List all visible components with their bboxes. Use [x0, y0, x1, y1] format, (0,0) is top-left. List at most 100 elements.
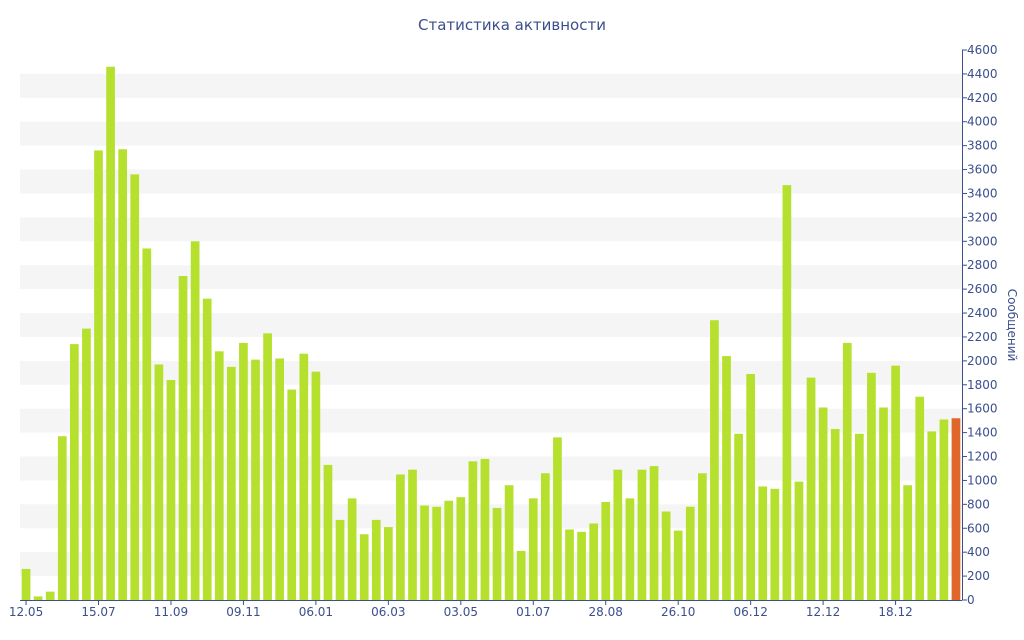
bar[interactable] [323, 464, 333, 600]
bar[interactable] [637, 469, 647, 600]
bar[interactable] [408, 469, 417, 600]
bar[interactable] [384, 527, 393, 600]
x-tick-label: 18.12 [878, 605, 912, 619]
bar[interactable] [154, 364, 164, 600]
bar[interactable] [468, 461, 478, 600]
bar[interactable] [45, 591, 55, 600]
bar[interactable] [601, 501, 611, 600]
bar[interactable] [528, 498, 538, 600]
bar[interactable] [661, 511, 671, 600]
bar[interactable] [432, 506, 442, 600]
bar[interactable] [782, 185, 792, 601]
bar[interactable] [275, 358, 285, 600]
bar[interactable] [541, 473, 550, 600]
bar[interactable] [806, 377, 816, 600]
bar[interactable] [106, 66, 115, 601]
y-tick-label: 4600 [967, 43, 998, 57]
bar[interactable] [734, 433, 743, 600]
y-tick-label: 0 [967, 593, 975, 607]
bar[interactable] [178, 275, 188, 600]
bar[interactable] [577, 531, 586, 600]
bar[interactable] [649, 466, 659, 600]
bar[interactable] [33, 596, 43, 600]
bar[interactable] [903, 485, 913, 600]
grid-band [20, 265, 962, 290]
bar[interactable] [70, 344, 79, 600]
bar-series [21, 66, 961, 601]
bar[interactable] [625, 498, 635, 600]
bar[interactable] [867, 372, 876, 600]
bar[interactable] [685, 506, 695, 600]
y-tick-label: 400 [967, 545, 990, 559]
bar[interactable] [263, 333, 272, 600]
bar[interactable] [82, 328, 91, 600]
bar[interactable] [818, 407, 828, 601]
bar[interactable] [565, 529, 574, 600]
bar[interactable] [227, 366, 236, 600]
bar[interactable] [939, 419, 949, 600]
bar[interactable] [915, 396, 925, 600]
bar[interactable] [891, 365, 900, 600]
bar[interactable] [480, 458, 490, 600]
bar[interactable] [879, 407, 888, 601]
y-tick-label: 3400 [967, 186, 998, 200]
bar[interactable] [830, 429, 840, 600]
bar[interactable] [214, 351, 224, 600]
bar[interactable] [335, 519, 345, 600]
bar[interactable] [492, 507, 502, 600]
bar[interactable] [770, 488, 780, 600]
bar[interactable] [239, 342, 248, 600]
bar[interactable] [251, 359, 260, 600]
x-tick-label: 11.09 [154, 605, 188, 619]
bar[interactable] [722, 356, 731, 600]
bar[interactable] [420, 505, 429, 600]
bar[interactable] [613, 469, 623, 600]
bar[interactable] [130, 174, 140, 600]
bar[interactable] [698, 473, 707, 600]
bar[interactable] [746, 374, 756, 600]
bar[interactable] [396, 474, 405, 600]
y-tick-label: 200 [967, 569, 990, 583]
bar[interactable] [21, 568, 31, 600]
bar[interactable] [516, 550, 526, 600]
bar[interactable] [371, 519, 381, 600]
bar[interactable] [504, 485, 514, 600]
bar[interactable] [190, 241, 200, 601]
bar[interactable] [94, 150, 103, 600]
bar[interactable] [456, 497, 466, 600]
bar[interactable] [118, 149, 128, 601]
bar[interactable] [758, 486, 768, 600]
x-tick-label: 28.08 [589, 605, 623, 619]
bar[interactable] [927, 431, 937, 600]
bar[interactable] [142, 248, 152, 601]
y-tick-label: 600 [967, 521, 990, 535]
bar[interactable] [855, 433, 864, 600]
bar[interactable] [311, 371, 321, 600]
bar[interactable] [589, 523, 599, 600]
y-axis-label: Сообщений [1005, 289, 1019, 362]
bar[interactable] [359, 534, 369, 600]
x-tick-label: 09.11 [226, 605, 260, 619]
bar[interactable] [794, 481, 804, 600]
bar[interactable] [710, 320, 719, 600]
bar[interactable] [842, 342, 852, 600]
bar[interactable] [347, 498, 357, 600]
bar[interactable] [57, 436, 67, 600]
x-tick-label: 06.01 [299, 605, 333, 619]
bar[interactable] [673, 530, 683, 600]
bar[interactable] [287, 389, 297, 600]
y-tick-label: 1600 [967, 402, 998, 416]
bar-current[interactable] [951, 418, 961, 600]
y-tick-label: 2000 [967, 354, 998, 368]
bar[interactable] [444, 500, 454, 600]
bar[interactable] [166, 380, 176, 600]
y-tick-label: 1800 [967, 378, 998, 392]
bar[interactable] [553, 437, 562, 600]
grid-band [20, 73, 962, 98]
bar[interactable] [299, 353, 309, 600]
bar[interactable] [202, 298, 212, 600]
x-tick-label: 01.07 [516, 605, 550, 619]
y-tick-label: 3000 [967, 234, 998, 248]
